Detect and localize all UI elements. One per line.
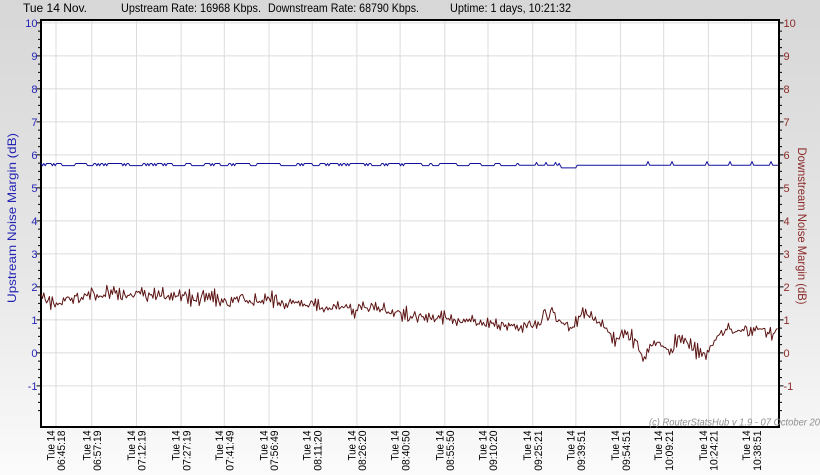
- svg-text:1: 1: [784, 315, 790, 327]
- svg-text:09:10:20: 09:10:20: [488, 431, 500, 471]
- svg-text:Upstream Rate: 16968 Kbps.: Upstream Rate: 16968 Kbps.: [121, 1, 261, 15]
- svg-text:Tue 14: Tue 14: [346, 431, 358, 461]
- svg-text:2: 2: [784, 282, 790, 294]
- svg-text:5: 5: [784, 183, 790, 195]
- svg-text:07:56:49: 07:56:49: [269, 431, 281, 471]
- svg-text:9: 9: [31, 51, 37, 63]
- svg-text:09:54:51: 09:54:51: [621, 431, 633, 471]
- svg-text:(c) RouterStatsHub v 1.9 - 07: (c) RouterStatsHub v 1.9 - 07 October 20…: [649, 418, 820, 429]
- svg-text:Tue 14: Tue 14: [214, 431, 226, 461]
- svg-text:-1: -1: [784, 381, 794, 393]
- svg-text:Tue 14: Tue 14: [478, 431, 490, 461]
- svg-text:Tue 14 Nov.: Tue 14 Nov.: [23, 1, 87, 15]
- svg-text:Tue 14: Tue 14: [46, 431, 58, 461]
- svg-text:8: 8: [31, 84, 37, 96]
- svg-text:1: 1: [31, 315, 37, 327]
- svg-text:08:11:20: 08:11:20: [312, 431, 324, 471]
- svg-text:08:40:50: 08:40:50: [400, 431, 412, 471]
- svg-text:Uptime: 1 days, 10:21:32: Uptime: 1 days, 10:21:32: [450, 1, 571, 15]
- svg-text:3: 3: [31, 249, 37, 261]
- svg-text:Upstream Noise Margin (dB): Upstream Noise Margin (dB): [5, 133, 19, 303]
- svg-text:08:26:20: 08:26:20: [357, 431, 369, 471]
- svg-text:10: 10: [25, 18, 37, 30]
- svg-text:10: 10: [784, 18, 796, 30]
- svg-text:Downstream Noise Margin (dB): Downstream Noise Margin (dB): [795, 148, 809, 305]
- svg-text:10:38:51: 10:38:51: [752, 431, 764, 471]
- svg-text:4: 4: [31, 216, 37, 228]
- svg-text:4: 4: [784, 216, 790, 228]
- svg-text:09:39:51: 09:39:51: [576, 431, 588, 471]
- svg-text:7: 7: [31, 117, 37, 129]
- svg-text:-1: -1: [28, 381, 38, 393]
- svg-text:7: 7: [784, 117, 790, 129]
- svg-text:Tue 14: Tue 14: [302, 431, 314, 461]
- svg-text:9: 9: [784, 51, 790, 63]
- svg-text:Tue 14: Tue 14: [653, 431, 665, 461]
- svg-text:06:57:19: 06:57:19: [92, 431, 104, 471]
- svg-text:0: 0: [31, 348, 37, 360]
- svg-text:Tue 14: Tue 14: [81, 431, 93, 461]
- svg-text:Tue 14: Tue 14: [522, 431, 534, 461]
- svg-text:Tue 14: Tue 14: [126, 431, 138, 461]
- svg-text:07:41:49: 07:41:49: [225, 431, 237, 471]
- svg-text:10:09:21: 10:09:21: [664, 431, 676, 471]
- svg-text:Tue 14: Tue 14: [434, 431, 446, 461]
- svg-text:2: 2: [31, 282, 37, 294]
- svg-text:08:55:50: 08:55:50: [445, 431, 457, 471]
- svg-text:Tue 14: Tue 14: [390, 431, 402, 461]
- svg-text:10:24:21: 10:24:21: [709, 431, 721, 471]
- svg-text:Tue 14: Tue 14: [259, 431, 271, 461]
- svg-text:07:27:19: 07:27:19: [181, 431, 193, 471]
- svg-text:06:45:18: 06:45:18: [56, 431, 68, 471]
- svg-text:Tue 14: Tue 14: [610, 431, 622, 461]
- svg-text:3: 3: [784, 249, 790, 261]
- svg-text:Downstream Rate: 68790 Kbps.: Downstream Rate: 68790 Kbps.: [268, 1, 419, 15]
- svg-text:6: 6: [31, 150, 37, 162]
- svg-text:0: 0: [784, 348, 790, 360]
- svg-text:Tue 14: Tue 14: [698, 431, 710, 461]
- svg-text:07:12:19: 07:12:19: [137, 431, 149, 471]
- svg-text:Tue 14: Tue 14: [565, 431, 577, 461]
- svg-text:5: 5: [31, 183, 37, 195]
- svg-text:6: 6: [784, 150, 790, 162]
- svg-text:Tue 14: Tue 14: [171, 431, 183, 461]
- svg-text:Tue 14: Tue 14: [741, 431, 753, 461]
- svg-text:09:25:21: 09:25:21: [533, 431, 545, 471]
- svg-text:8: 8: [784, 84, 790, 96]
